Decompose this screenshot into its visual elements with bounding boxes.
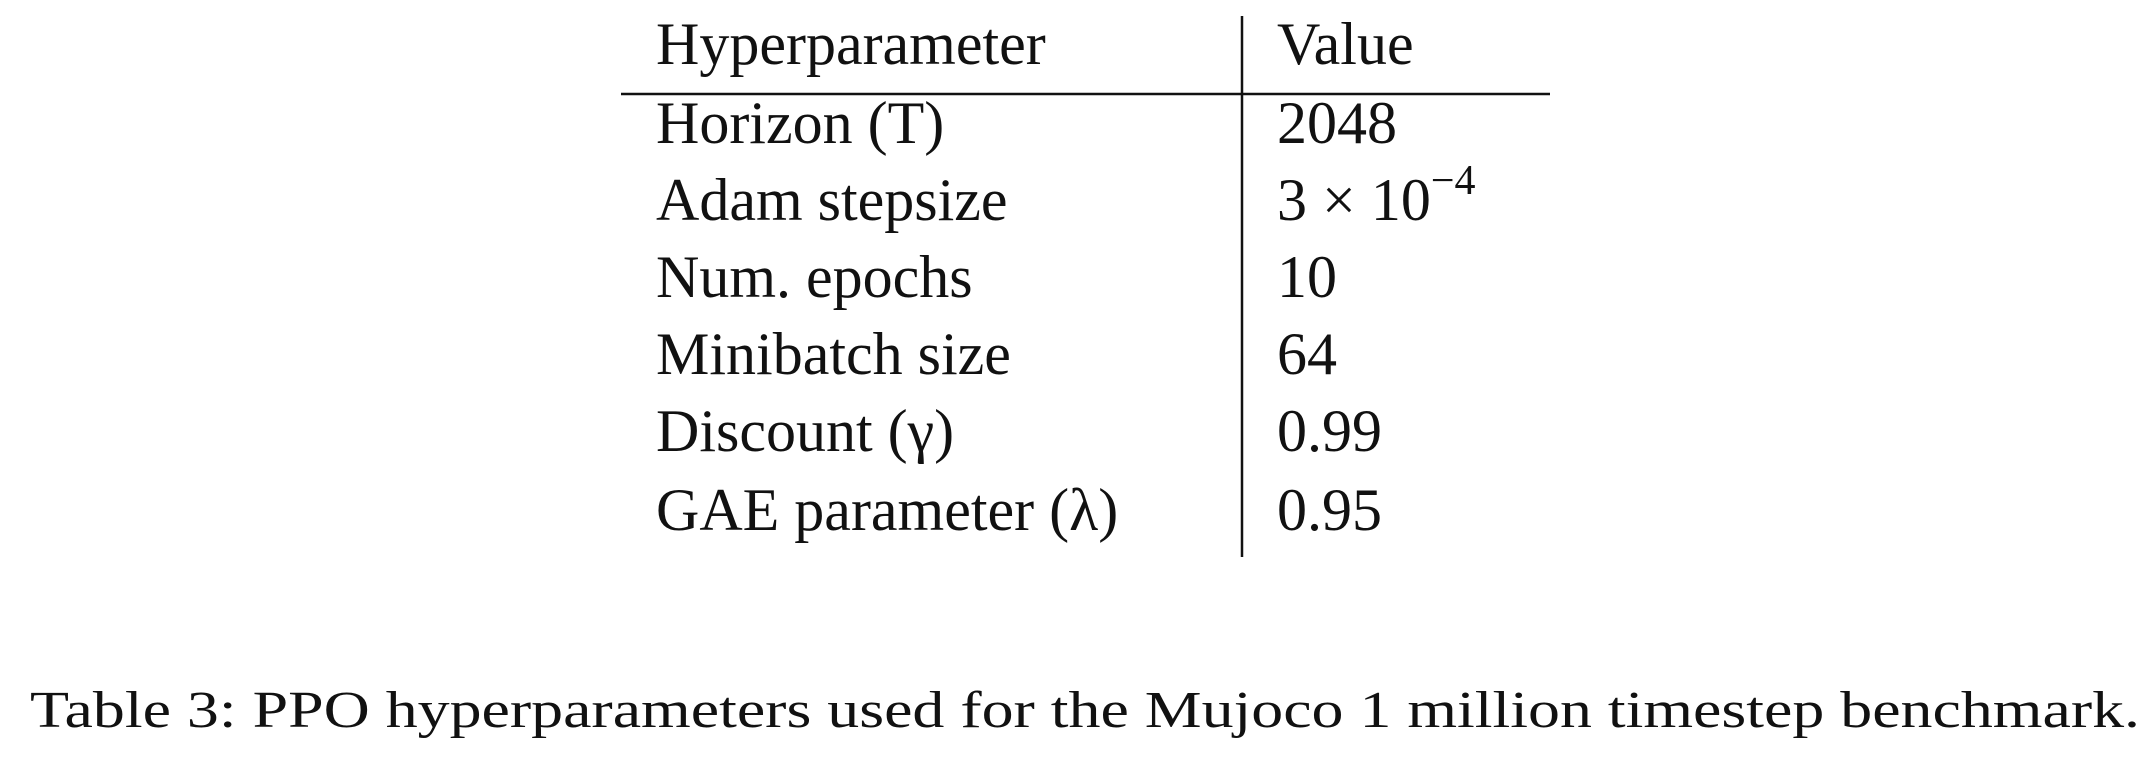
row-value: 2048 xyxy=(1277,90,1397,156)
row-value: 3 × 10−4 xyxy=(1277,158,1476,233)
mantissa: 3 × 10 xyxy=(1277,167,1431,233)
table-caption: Table 3: PPO hyperparameters used for th… xyxy=(30,682,2140,739)
row-label: Discount (γ) xyxy=(656,398,954,464)
exponent: −4 xyxy=(1431,158,1476,204)
row-label: Minibatch size xyxy=(656,321,1011,387)
row-label: Num. epochs xyxy=(656,244,973,310)
row-label: GAE parameter (λ) xyxy=(656,477,1118,543)
row-value: 0.95 xyxy=(1277,477,1382,543)
row-value: 0.99 xyxy=(1277,398,1382,464)
row-value: 10 xyxy=(1277,244,1337,310)
row-label: Adam stepsize xyxy=(656,167,1008,233)
header-cell: Hyperparameter xyxy=(656,11,1046,77)
row-value: 64 xyxy=(1277,321,1337,387)
header-cell: Value xyxy=(1277,11,1414,77)
table-body: Horizon (T) 2048 Adam stepsize 3 × 10−4 Num.… xyxy=(656,90,1476,543)
row-label: Horizon (T) xyxy=(656,90,944,156)
